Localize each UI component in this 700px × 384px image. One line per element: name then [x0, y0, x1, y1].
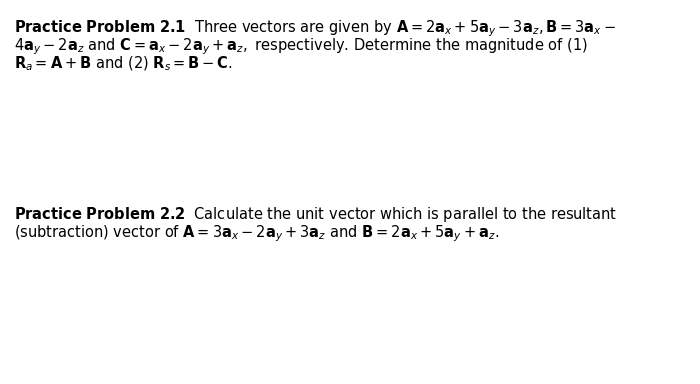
Text: $4\mathbf{a}_{y} - 2\mathbf{a}_{z}$ and $\mathbf{C} = \mathbf{a}_{x} - 2\mathbf{: $4\mathbf{a}_{y} - 2\mathbf{a}_{z}$ and … [14, 36, 588, 57]
Text: $\mathbf{Practice\ Problem\ 2.1}$  Three vectors are given by $\mathbf{A} = 2\ma: $\mathbf{Practice\ Problem\ 2.1}$ Three … [14, 18, 616, 39]
Text: $\mathbf{Practice\ Problem\ 2.2}$  Calculate the unit vector which is parallel t: $\mathbf{Practice\ Problem\ 2.2}$ Calcul… [14, 205, 617, 224]
Text: $\mathbf{R}_{a} = \mathbf{A} + \mathbf{B}$ and (2) $\mathbf{R}_{s} = \mathbf{B} : $\mathbf{R}_{a} = \mathbf{A} + \mathbf{B… [14, 55, 233, 73]
Text: (subtraction) vector of $\mathbf{A} = 3\mathbf{a}_{x} - 2\mathbf{a}_{y} + 3\math: (subtraction) vector of $\mathbf{A} = 3\… [14, 223, 499, 244]
